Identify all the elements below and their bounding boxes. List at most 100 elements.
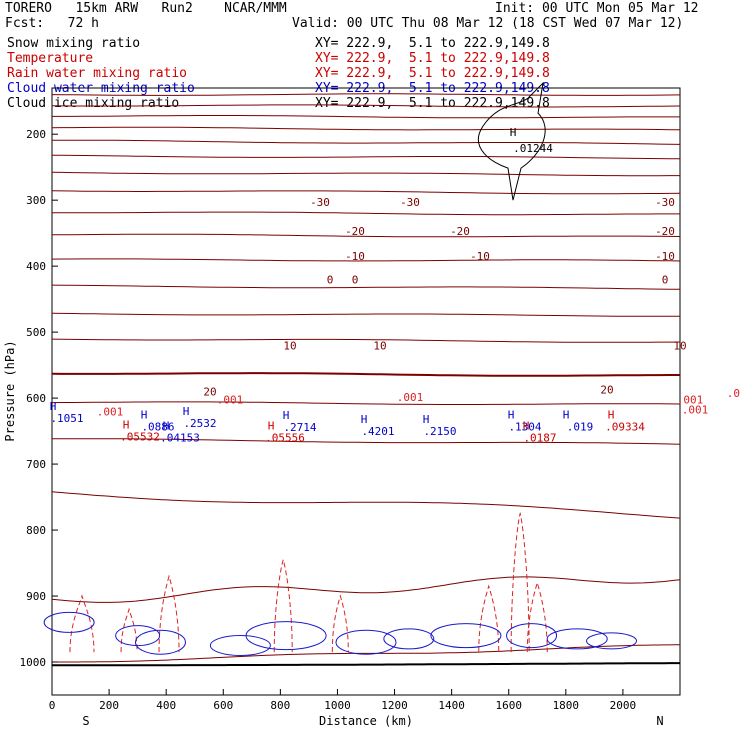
- rain-contour-label: .001: [682, 403, 709, 416]
- maximum-value-label: .1304: [508, 420, 541, 433]
- cloud-water-contour: [430, 623, 502, 649]
- maximum-value-label: .04153: [160, 432, 200, 445]
- cloud-ice-max-label: .01244: [513, 142, 553, 155]
- x-tick-label: 400: [156, 699, 176, 712]
- hydrometeor-layer: H.01244.001.001.001.001.001.001H.1051H.0…: [43, 81, 740, 657]
- cloud-water-contour: [383, 628, 435, 650]
- maximum-h-marker: H: [141, 408, 148, 421]
- maximum-value-label: .2714: [283, 421, 316, 434]
- rain-contour-label: .001: [727, 387, 740, 400]
- isotherm-label: 20: [600, 384, 613, 397]
- maximum-value-label: .2532: [183, 417, 216, 430]
- valid-time: Valid: 00 UTC Thu 08 Mar 12 (18 CST Wed …: [292, 16, 684, 31]
- isotherm-label: -30: [400, 196, 420, 209]
- cloud-water-contour: [506, 623, 558, 649]
- isotherm-label: 10: [673, 339, 686, 352]
- legend-rain-xy: XY= 222.9, 5.1 to 222.9,149.8: [315, 66, 550, 81]
- isotherm-label: 10: [283, 339, 296, 352]
- x-tick-label: 800: [270, 699, 290, 712]
- x-tick-label: 600: [213, 699, 233, 712]
- rain-water-contour: [510, 511, 530, 653]
- maximum-h-marker: H: [283, 409, 290, 422]
- y-tick-label: 700: [26, 458, 46, 471]
- isotherm-line: [51, 491, 681, 519]
- cloud-water-contour: [585, 632, 637, 650]
- cloud-water-contour: [335, 629, 397, 655]
- legend-temperature-xy: XY= 222.9, 5.1 to 222.9,149.8: [315, 51, 550, 66]
- y-tick-label: 1000: [20, 656, 47, 669]
- x-tick-label: 1800: [553, 699, 580, 712]
- maximum-value-label: .09334: [605, 420, 645, 433]
- isotherm-line: [51, 154, 680, 160]
- rain-water-contour: [273, 558, 293, 653]
- isotherm-label: 0: [352, 273, 359, 286]
- rain-water-contour: [69, 594, 95, 653]
- x-tick-label: 1200: [381, 699, 408, 712]
- maximum-h-marker: H: [50, 400, 57, 413]
- isotherm-line: [52, 438, 681, 445]
- legend-snow-xy: XY= 222.9, 5.1 to 222.9,149.8: [315, 36, 550, 51]
- legend-snow-label: Snow mixing ratio: [7, 36, 141, 51]
- maximum-h-marker: H: [163, 420, 170, 433]
- cloud-water-contour: [134, 629, 186, 655]
- isotherm-line: [51, 312, 680, 317]
- isotherm-line: [51, 190, 681, 195]
- maximum-value-label: .1051: [50, 412, 83, 425]
- maximum-h-marker: H: [508, 408, 515, 421]
- maximum-value-label: .4201: [361, 425, 394, 438]
- isotherm-label: 0: [327, 273, 334, 286]
- legend-rain-label: Rain water mixing ratio: [7, 66, 188, 81]
- maximum-value-label: .05532: [120, 430, 160, 443]
- isotherm-label: -10: [345, 250, 365, 263]
- rain-water-contour: [478, 584, 500, 653]
- maximum-value-label: .0886: [141, 420, 174, 433]
- maximum-value-label: .019: [567, 420, 594, 433]
- legend-temperature-label: Temperature: [7, 51, 94, 66]
- isotherm-line: [51, 284, 681, 290]
- cloud-ice-max-h: H: [510, 126, 517, 139]
- maximum-value-label: .2150: [423, 425, 456, 438]
- rain-water-contour: [526, 581, 548, 653]
- maximum-h-marker: H: [563, 408, 570, 421]
- isotherm-label: -30: [310, 196, 330, 209]
- y-tick-label: 800: [26, 524, 46, 537]
- isotherm-line: [52, 211, 680, 216]
- cloud-water-contour: [546, 628, 608, 650]
- isotherm-label: 20: [203, 386, 216, 399]
- isotherm-label: -10: [655, 250, 675, 263]
- isotherm-line: [51, 372, 680, 377]
- isotherm-line: [51, 171, 680, 177]
- model-title: TORERO 15km ARW Run2 NCAR/MMM: [5, 1, 287, 16]
- isotherm-label: 0: [662, 273, 669, 286]
- ground-line: [52, 662, 680, 667]
- maximum-h-marker: H: [608, 408, 615, 421]
- isotherm-line: [51, 258, 681, 262]
- y-tick-label: 900: [26, 590, 46, 603]
- cloud-water-contour: [245, 621, 327, 651]
- legend-cloud-ice-label: Cloud ice mixing ratio: [7, 96, 180, 111]
- isotherm-line: [51, 338, 681, 343]
- rain-contour-label: .001: [217, 393, 244, 406]
- maximum-value-label: .0187: [523, 432, 556, 445]
- maximum-h-marker: H: [361, 413, 368, 426]
- isotherm-label: -10: [470, 250, 490, 263]
- rain-water-contour: [120, 607, 138, 653]
- isotherm-line: [51, 576, 681, 603]
- isotherm-line: [51, 126, 681, 131]
- plot-frame: [51, 87, 681, 696]
- maximum-h-marker: H: [268, 420, 275, 433]
- y-tick-label: 300: [26, 194, 46, 207]
- y-axis-title: Pressure (hPa): [3, 340, 17, 441]
- isotherm-label: 10: [373, 339, 386, 352]
- isotherm-label: -20: [450, 225, 470, 238]
- isotherm-line: [51, 93, 681, 96]
- y-tick-label: 200: [26, 128, 46, 141]
- x-tick-label: 1000: [324, 699, 351, 712]
- maximum-h-marker: H: [423, 413, 430, 426]
- rain-contour-label: .001: [397, 391, 424, 404]
- isotherm-line: [51, 401, 681, 405]
- x-left-end-label: S: [82, 714, 89, 728]
- init-time: Init: 00 UTC Mon 05 Mar 12: [495, 1, 699, 16]
